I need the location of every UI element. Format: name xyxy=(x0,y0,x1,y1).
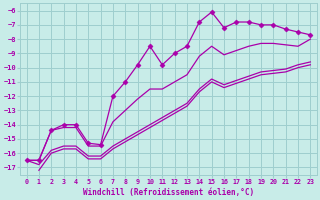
X-axis label: Windchill (Refroidissement éolien,°C): Windchill (Refroidissement éolien,°C) xyxy=(83,188,254,197)
